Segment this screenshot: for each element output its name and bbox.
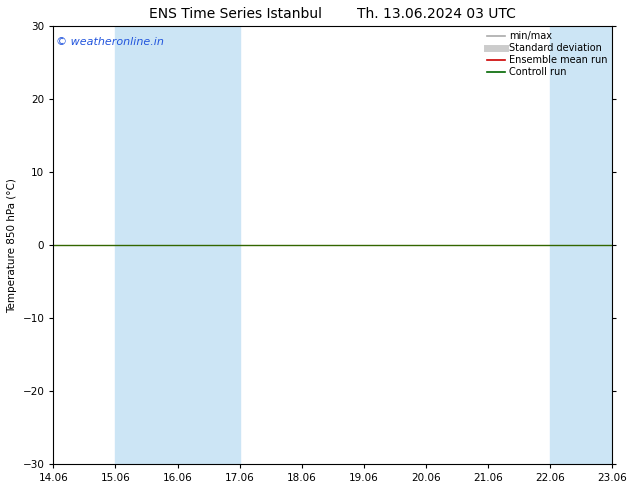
Bar — [550, 26, 612, 464]
Text: © weatheronline.in: © weatheronline.in — [56, 37, 164, 47]
Title: ENS Time Series Istanbul        Th. 13.06.2024 03 UTC: ENS Time Series Istanbul Th. 13.06.2024 … — [150, 7, 516, 21]
Legend: min/max, Standard deviation, Ensemble mean run, Controll run: min/max, Standard deviation, Ensemble me… — [486, 29, 609, 79]
Bar — [115, 26, 240, 464]
Y-axis label: Temperature 850 hPa (°C): Temperature 850 hPa (°C) — [7, 178, 17, 313]
